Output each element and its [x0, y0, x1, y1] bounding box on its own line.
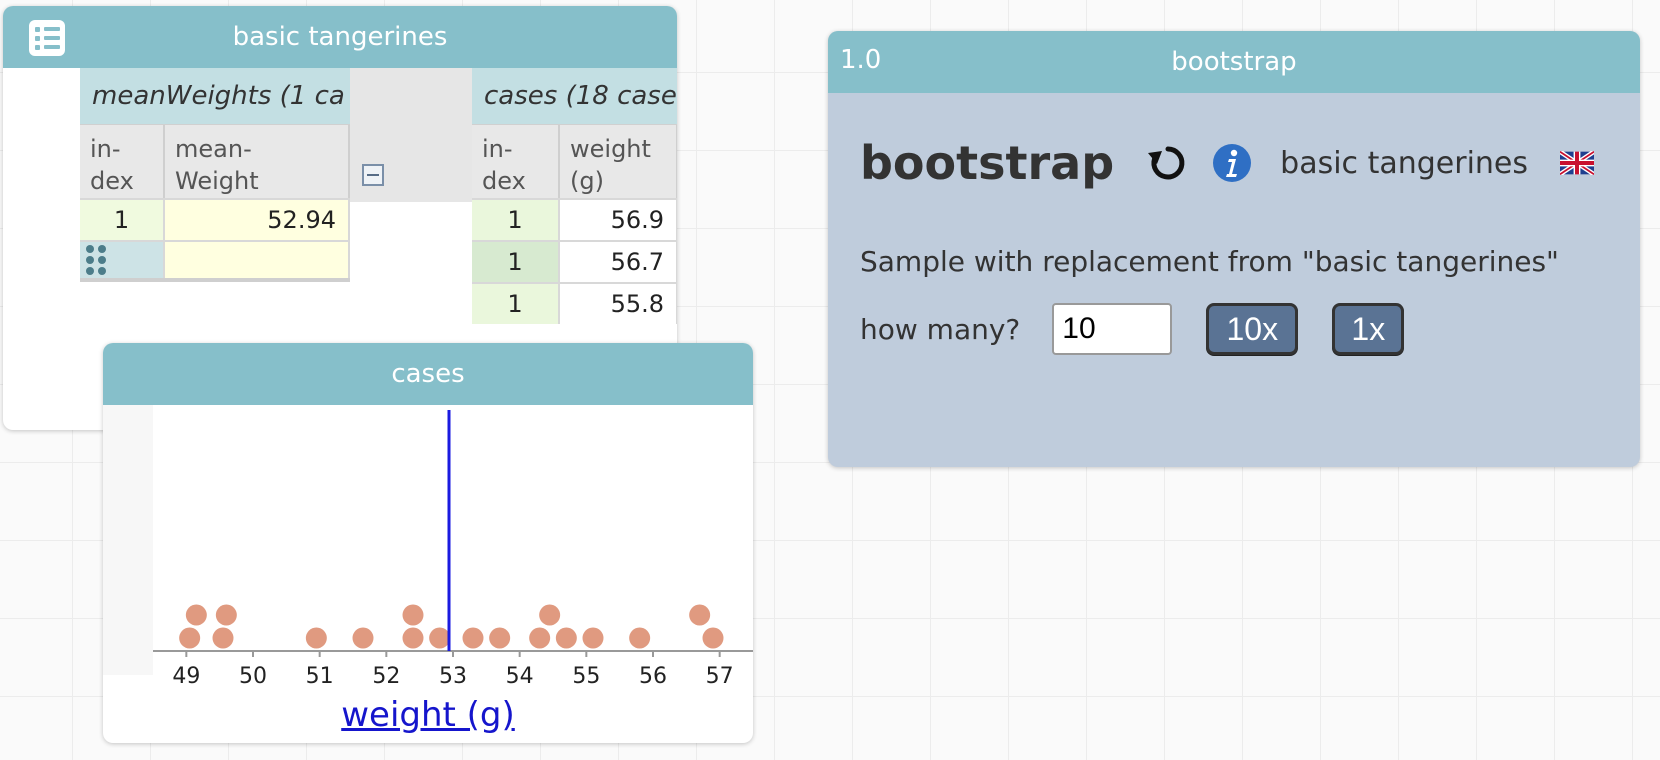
parent-collection-title[interactable]: meanWeights (1 ca [80, 68, 350, 124]
child-collection-title[interactable]: cases (18 case [472, 68, 677, 124]
weight-cell[interactable]: 56.7 [560, 242, 677, 282]
meanweight-cell[interactable]: 52.94 [165, 200, 350, 240]
data-point[interactable] [305, 627, 327, 649]
plugin-header: bootstrap basic tangerines [860, 133, 1595, 193]
how-many-label: how many? [860, 312, 1021, 346]
data-point[interactable] [179, 627, 201, 649]
x-tick-label: 56 [639, 664, 667, 689]
data-point[interactable] [212, 627, 234, 649]
new-case-row[interactable] [80, 240, 350, 282]
data-point[interactable] [352, 627, 374, 649]
collapse-icon[interactable] [362, 164, 384, 186]
data-point[interactable] [489, 627, 511, 649]
table-row[interactable]: 1 52.94 [80, 198, 350, 240]
empty-input-cell[interactable] [165, 242, 350, 278]
data-point[interactable] [185, 604, 207, 626]
x-tick-label: 55 [572, 664, 600, 689]
table-tile-titlebar[interactable]: basic tangerines [3, 6, 677, 68]
table-icon[interactable] [29, 20, 65, 56]
table-row[interactable]: 1 55.8 [472, 282, 677, 324]
bootstrap-plugin-tile[interactable]: 1.0 bootstrap bootstrap basic tangerines… [828, 31, 1640, 467]
drag-dots-icon [86, 245, 106, 275]
row-index-cell: 1 [472, 242, 560, 282]
data-point[interactable] [689, 604, 711, 626]
plugin-tile-titlebar[interactable]: 1.0 bootstrap [828, 31, 1640, 93]
table-tile-title: basic tangerines [232, 22, 448, 52]
x-tick-label: 53 [439, 664, 467, 689]
table-row[interactable]: 1 56.9 [472, 198, 677, 240]
plugin-name: bootstrap [860, 136, 1115, 190]
column-header-index[interactable]: in- dex [472, 125, 560, 198]
plot-left-gutter [103, 405, 153, 675]
x-tick-label: 51 [306, 664, 334, 689]
table-row[interactable]: 1 56.7 [472, 240, 677, 282]
uk-flag-icon[interactable] [1560, 151, 1595, 175]
graph-tile-title: cases [391, 359, 465, 389]
version-label: 1.0 [840, 45, 882, 75]
data-point[interactable] [429, 627, 451, 649]
x-tick-label: 50 [239, 664, 267, 689]
refresh-icon[interactable] [1146, 141, 1190, 185]
parent-collection-grid: meanWeights (1 ca in- dex mean- Weight 1… [80, 68, 350, 282]
column-header-meanweight[interactable]: mean- Weight [165, 125, 350, 198]
row-index-cell: 1 [472, 284, 560, 324]
column-header-weight[interactable]: weight (g) [560, 125, 677, 198]
plugin-tile-title: bootstrap [1171, 47, 1297, 77]
parent-collection-header: in- dex mean- Weight [80, 124, 350, 198]
how-many-row: how many? 10x 1x [860, 303, 1405, 355]
data-point[interactable] [555, 627, 577, 649]
sample-1x-button[interactable]: 1x [1332, 303, 1405, 355]
x-tick-label: 54 [506, 664, 534, 689]
plot-area[interactable]: 49 50 51 52 53 54 55 56 57 weight (g) [103, 405, 753, 743]
x-tick-label: 52 [372, 664, 400, 689]
data-point[interactable] [402, 627, 424, 649]
instructions-text: Sample with replacement from "basic tang… [860, 245, 1559, 278]
x-tick-label: 49 [172, 664, 200, 689]
collection-divider [350, 68, 472, 202]
how-many-input[interactable] [1052, 303, 1173, 355]
column-header-index[interactable]: in- dex [80, 125, 165, 198]
dot-plot[interactable]: 49 50 51 52 53 54 55 56 57 [103, 405, 753, 743]
data-point[interactable] [402, 604, 424, 626]
row-index-cell: 1 [80, 200, 165, 240]
graph-tile[interactable]: cases 49 50 51 52 53 54 55 56 57 weight (g) [103, 343, 753, 743]
sample-10x-button[interactable]: 10x [1206, 303, 1299, 355]
child-collection-grid: cases (18 case in- dex weight (g) 1 56.9… [472, 68, 677, 324]
data-point[interactable] [462, 627, 484, 649]
data-point[interactable] [702, 627, 724, 649]
drag-handle[interactable] [80, 242, 165, 278]
child-collection-header: in- dex weight (g) [472, 124, 677, 198]
info-icon[interactable] [1212, 143, 1252, 183]
data-point[interactable] [582, 627, 604, 649]
data-point[interactable] [629, 627, 651, 649]
weight-cell[interactable]: 56.9 [560, 200, 677, 240]
dataset-label[interactable]: basic tangerines [1280, 145, 1529, 181]
weight-cell[interactable]: 55.8 [560, 284, 677, 324]
graph-tile-titlebar[interactable]: cases [103, 343, 753, 405]
x-axis-title[interactable]: weight (g) [341, 695, 515, 735]
x-tick-label: 57 [706, 664, 734, 689]
data-point[interactable] [529, 627, 551, 649]
data-point[interactable] [539, 604, 561, 626]
data-point[interactable] [215, 604, 237, 626]
row-index-cell: 1 [472, 200, 560, 240]
